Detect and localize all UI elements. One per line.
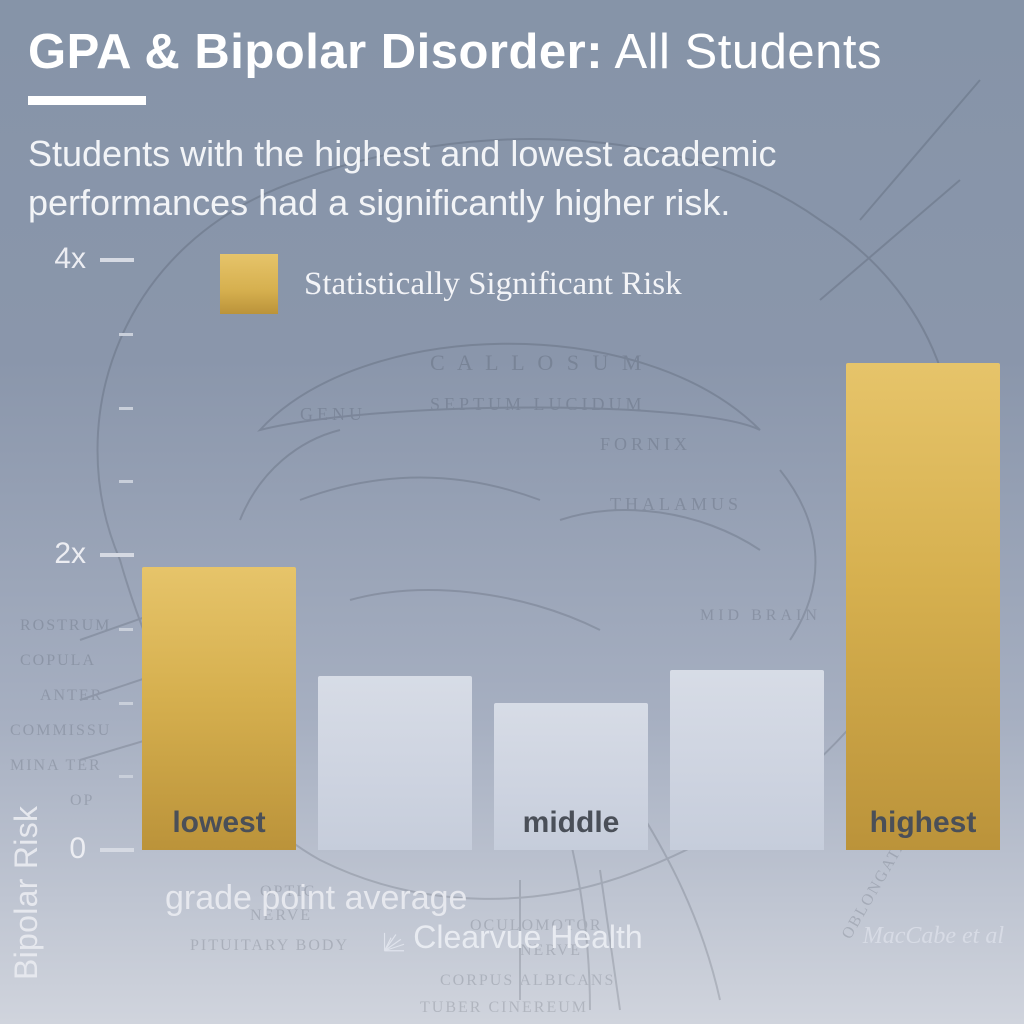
bar-middle: middle (494, 703, 648, 851)
ytick-minor (119, 628, 133, 631)
ytick-minor (119, 775, 133, 778)
svg-text:CORPUS ALBICANS: CORPUS ALBICANS (440, 972, 615, 989)
page-title: GPA & Bipolar Disorder: All Students (28, 24, 882, 80)
ytick-minor (119, 702, 133, 705)
brand-name: Clearvue Health (413, 919, 642, 956)
ytick-major (100, 553, 134, 557)
ytick-major (100, 848, 134, 852)
ytick-label: 2x (26, 537, 86, 571)
bar-label-middle: middle (523, 806, 620, 840)
bar-label-lowest: lowest (172, 806, 265, 840)
ytick-label: 4x (26, 242, 86, 276)
bar-label-highest: highest (870, 806, 977, 840)
bar-q2 (318, 676, 472, 850)
ytick-major (100, 258, 134, 262)
x-axis-label: grade point average (165, 879, 467, 918)
y-axis-label: Bipolar Risk (8, 806, 45, 980)
brand-footer: Clearvue Health (381, 919, 642, 956)
ytick-minor (119, 480, 133, 483)
bar-highest: highest (846, 363, 1000, 850)
ytick-minor (119, 407, 133, 410)
chart-container: Statistically Significant Risk 02x4x low… (0, 260, 1024, 960)
plot-area: lowest middle highest (140, 260, 1000, 850)
bars-row: lowest middle highest (140, 363, 1000, 850)
bar-q4 (670, 670, 824, 850)
bar-lowest: lowest (142, 567, 296, 850)
title-bold: GPA & Bipolar Disorder: (28, 25, 603, 79)
title-underline (28, 96, 146, 105)
svg-text:TUBER CINEREUM: TUBER CINEREUM (420, 999, 588, 1016)
ytick-minor (119, 333, 133, 336)
brand-logo-icon (381, 925, 407, 951)
subtitle: Students with the highest and lowest aca… (28, 130, 978, 227)
title-light: All Students (603, 25, 882, 79)
citation: MacCabe et al (863, 923, 1004, 950)
